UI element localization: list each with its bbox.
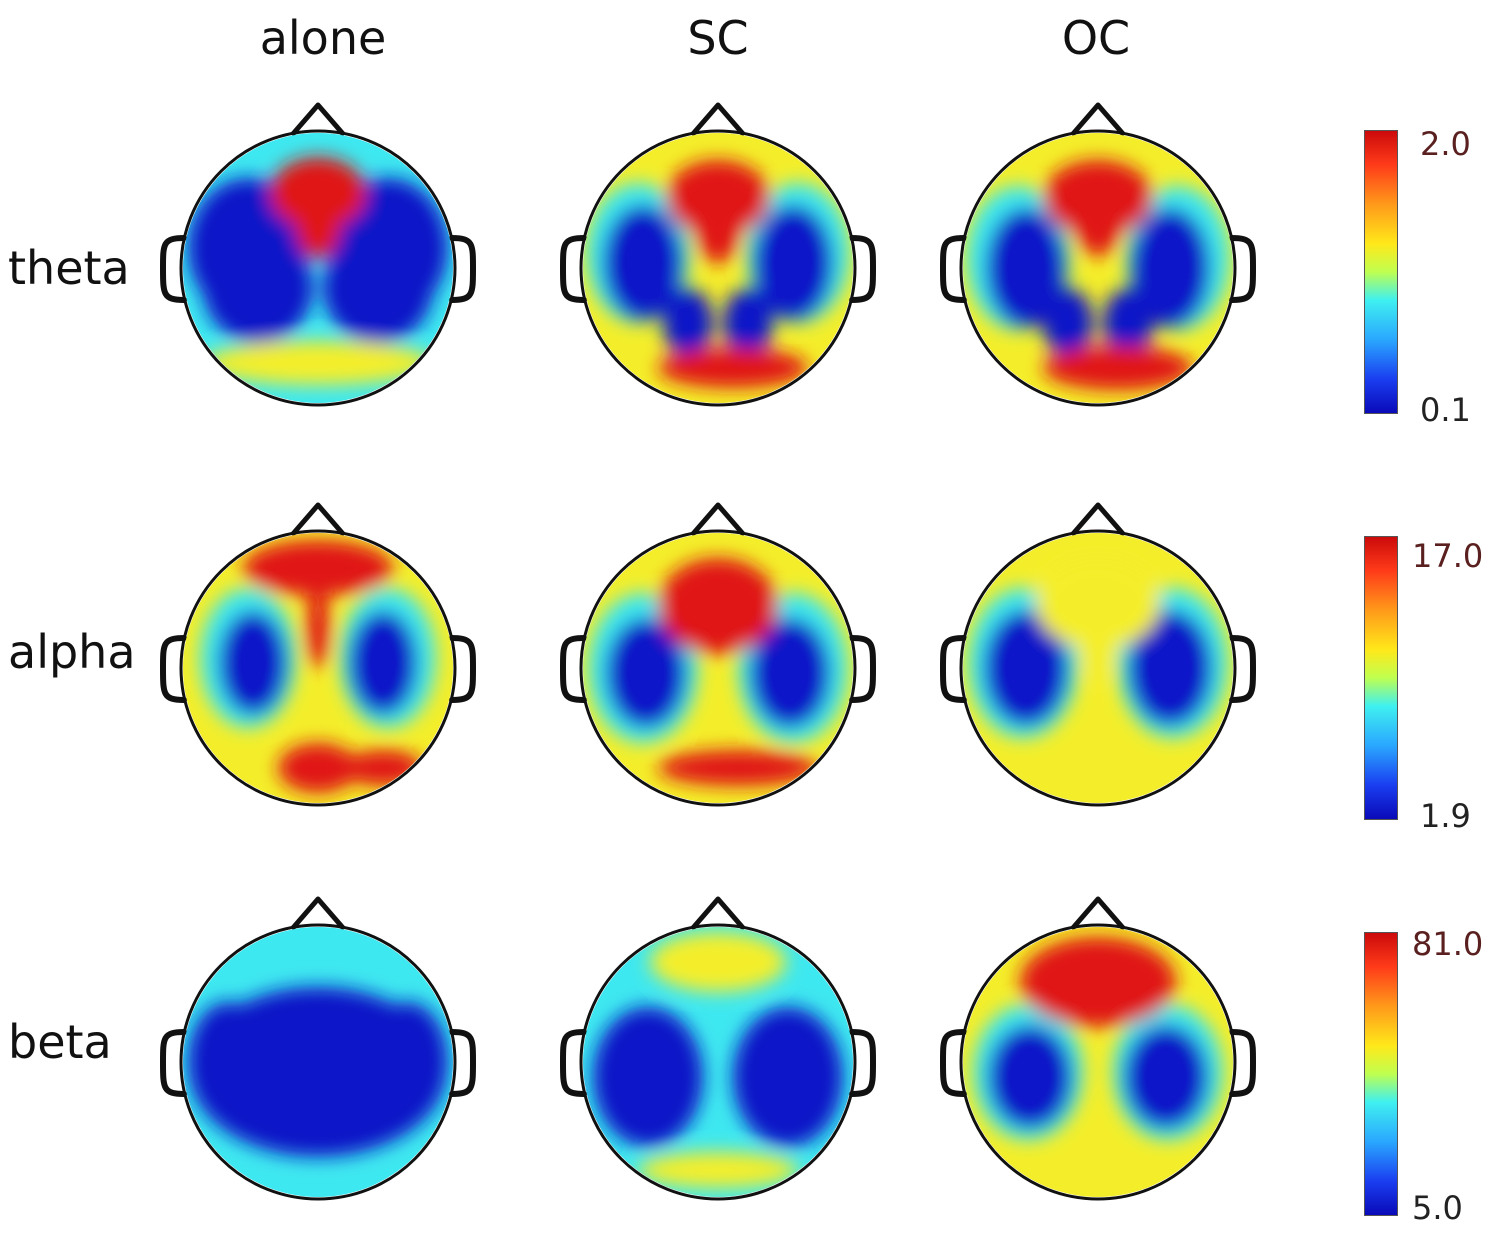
nose-shape [1070,102,1126,137]
head-outline [579,129,857,407]
nose-shape [690,502,746,537]
head-outline [579,529,857,807]
head-outline [179,129,457,407]
topomap-alpha-alone [159,502,477,807]
scale-min-alpha: 1.9 [1420,797,1471,835]
right-ear-shape [449,235,477,303]
nose-shape [290,896,346,931]
right-ear-shape [449,1029,477,1097]
head-outline [959,129,1237,407]
right-ear-shape [1229,635,1257,703]
nose-shape [690,102,746,137]
column-label-alone: alone [259,11,387,65]
scale-max-beta: 81.0 [1412,925,1484,963]
left-ear-shape [939,635,967,703]
row-label-theta: theta [8,241,130,295]
nose-shape [690,896,746,931]
nose-shape [1070,896,1126,931]
colorbar-theta [1364,130,1398,414]
left-ear-shape [939,235,967,303]
topomap-theta-oc [939,102,1257,407]
head-outline [959,923,1237,1201]
scale-min-theta: 0.1 [1420,391,1471,429]
heatmap-fill [583,927,853,1197]
scale-max-theta: 2.0 [1420,125,1471,163]
heatmap-fill [183,133,453,403]
heatmap-fill [183,533,453,803]
topomap-theta-alone [159,102,477,407]
heatmap-fill [583,133,853,403]
right-ear-shape [1229,1029,1257,1097]
topomap-beta-sc [559,896,877,1201]
colorbar-alpha [1364,536,1398,820]
right-ear-shape [1229,235,1257,303]
nose-shape [1070,502,1126,537]
topomap-beta-alone [159,896,477,1201]
left-ear-shape [939,1029,967,1097]
left-ear-shape [559,235,587,303]
head-outline [179,529,457,807]
left-ear-shape [159,235,187,303]
left-ear-shape [159,1029,187,1097]
scale-max-alpha: 17.0 [1412,537,1484,575]
right-ear-shape [449,635,477,703]
heatmap-fill [963,533,1233,803]
right-ear-shape [849,635,877,703]
topomap-alpha-oc [939,502,1257,807]
topomap-beta-oc [939,896,1257,1201]
row-label-beta: beta [8,1015,112,1069]
left-ear-shape [159,635,187,703]
left-ear-shape [559,635,587,703]
topomap-theta-sc [559,102,877,407]
nose-shape [290,502,346,537]
column-label-sc: SC [687,11,749,65]
heatmap-fill [963,133,1233,403]
left-ear-shape [559,1029,587,1097]
row-label-alpha: alpha [8,625,136,679]
nose-shape [290,102,346,137]
head-outline [579,923,857,1201]
heatmap-fill [963,927,1233,1197]
scale-min-beta: 5.0 [1412,1189,1463,1227]
right-ear-shape [849,1029,877,1097]
heatmap-fill [583,533,853,803]
topomap-alpha-sc [559,502,877,807]
right-ear-shape [849,235,877,303]
colorbar-beta [1364,932,1398,1216]
heatmap-fill [183,927,453,1197]
head-outline [179,923,457,1201]
column-label-oc: OC [1061,11,1131,65]
head-outline [959,529,1237,807]
